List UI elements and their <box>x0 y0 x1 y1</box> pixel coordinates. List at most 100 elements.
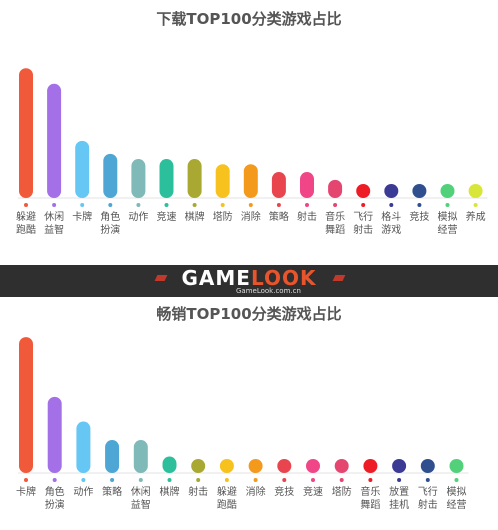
category-dot <box>445 203 450 207</box>
category-label: 卡牌 <box>72 210 92 223</box>
category-label: 动作 <box>73 486 93 498</box>
category-label: 卡牌 <box>16 485 36 498</box>
bar <box>162 456 177 473</box>
category-label: 射击 <box>188 486 208 498</box>
bar <box>105 440 120 473</box>
bar <box>468 184 483 198</box>
bar <box>277 459 292 473</box>
bar <box>243 164 258 198</box>
category-dot <box>282 478 287 482</box>
bar <box>19 337 33 473</box>
category-dot <box>196 478 201 482</box>
category-label: 策略 <box>102 485 122 498</box>
bar <box>191 459 206 473</box>
bar <box>19 68 33 198</box>
category-label: 模拟经营 <box>447 485 467 511</box>
category-dot <box>192 203 197 207</box>
bar <box>47 83 62 198</box>
bar <box>103 153 118 198</box>
category-dot <box>52 478 57 482</box>
category-label: 塔防 <box>332 485 352 498</box>
download-chart-panel: 下载TOP100分类游戏占比 躲避跑酷 休闲益智 卡牌 角色扮演 动作 竞速 棋牌 塔防 消除策… <box>16 10 488 236</box>
category-dot <box>248 203 253 207</box>
category-label: 放置挂机 <box>389 485 409 511</box>
bar <box>248 459 263 473</box>
bar <box>384 184 399 198</box>
bar <box>449 459 464 473</box>
category-dot <box>389 203 394 207</box>
category-label: 躲避跑酷 <box>217 485 237 511</box>
category-dot <box>473 203 478 207</box>
category-dot <box>368 478 373 482</box>
category-label: 竞速 <box>157 210 177 223</box>
category-label: 动作 <box>128 211 148 223</box>
category-dot <box>224 478 229 482</box>
bar <box>131 159 146 198</box>
bar <box>76 421 91 473</box>
category-label: 棋牌 <box>160 485 180 498</box>
category-dot <box>417 203 422 207</box>
chart-title: 下载TOP100分类游戏占比 <box>156 10 342 28</box>
bar <box>47 396 62 473</box>
category-label: 养成 <box>466 210 486 223</box>
bar <box>306 459 320 473</box>
category-dot <box>220 203 225 207</box>
category-dot <box>81 478 86 482</box>
category-label: 音乐舞蹈 <box>360 485 380 511</box>
bar <box>392 459 407 473</box>
category-dot <box>397 478 402 482</box>
category-label: 飞行射击 <box>418 485 438 511</box>
category-dot <box>454 478 459 482</box>
category-dot <box>136 203 141 207</box>
category-label: 塔防 <box>213 210 233 223</box>
bar <box>440 184 455 198</box>
category-label: 策略 <box>269 210 289 223</box>
site-label: GameLook.com.cn <box>236 287 301 295</box>
bar <box>215 164 230 198</box>
category-dot <box>339 478 344 482</box>
category-label: 躲避跑酷 <box>16 210 36 236</box>
category-dot <box>108 203 113 207</box>
category-dot <box>311 478 315 482</box>
category-label: 竞技 <box>409 210 429 223</box>
category-dot <box>333 203 338 207</box>
category-label: 消除 <box>241 210 261 223</box>
bar <box>412 184 427 198</box>
category-label: 休闲益智 <box>131 485 151 511</box>
category-dot <box>276 203 281 207</box>
category-dot <box>305 203 309 207</box>
bestseller-chart-panel: 畅销TOP100分类游戏占比 卡牌 角色扮演 动作 策略 休闲益智 棋牌 射击 躲避跑酷 消除竞… <box>0 297 498 530</box>
bar <box>363 459 378 473</box>
category-dot <box>110 478 115 482</box>
category-label: 消除 <box>246 485 266 498</box>
chart-title: 畅销TOP100分类游戏占比 <box>156 305 342 323</box>
category-dot <box>253 478 258 482</box>
category-label: 角色扮演 <box>45 485 65 511</box>
category-label: 竞速 <box>303 485 323 498</box>
bar <box>356 184 371 198</box>
category-label: 休闲益智 <box>44 210 64 236</box>
category-dot <box>52 203 57 207</box>
category-label: 模拟经营 <box>438 210 458 236</box>
category-label: 格斗游戏 <box>381 210 401 236</box>
bar <box>271 172 286 198</box>
category-dot <box>24 478 28 482</box>
bar <box>219 459 234 473</box>
category-label: 射击 <box>297 211 317 223</box>
category-label: 角色扮演 <box>100 210 120 236</box>
bar <box>334 459 349 473</box>
bar <box>420 459 435 473</box>
gamelook-logo: GAMELOOK <box>181 266 317 290</box>
bar <box>328 179 343 198</box>
category-label: 竞技 <box>274 485 294 498</box>
category-label: 音乐舞蹈 <box>325 210 345 236</box>
category-dot <box>425 478 430 482</box>
category-dot <box>24 203 28 207</box>
category-dot <box>80 203 85 207</box>
gamelook-banner: GAMELOOK GameLook.com.cn <box>0 265 498 297</box>
category-dot <box>138 478 143 482</box>
bar <box>75 140 90 198</box>
category-dot <box>361 203 366 207</box>
